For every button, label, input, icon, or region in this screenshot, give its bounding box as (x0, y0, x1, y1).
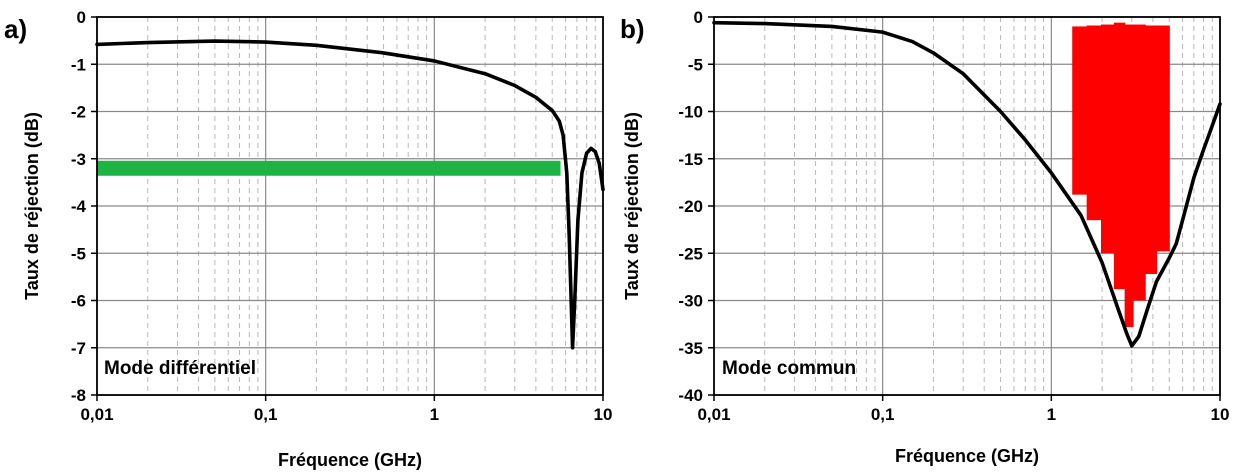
chart-a-annotation: Mode différentiel (104, 358, 256, 379)
x-tick-label: 1 (1047, 405, 1056, 424)
x-tick-label: 0,01 (80, 405, 113, 424)
x-tick-label: 0,1 (254, 405, 278, 424)
x-tick-label: 0,01 (697, 405, 730, 424)
chart-a-x-axis-label: Fréquence (GHz) (278, 450, 422, 470)
x-tick-label: 0,1 (871, 405, 895, 424)
chart-a-y-ticks: 0 -1 -2 -3 -4 -5 -6 -7 -8 (71, 8, 97, 405)
y-tick-label: -10 (678, 103, 703, 122)
chart-b-y-axis-label: Taux de réjection (dB) (622, 112, 642, 300)
x-tick-label: 10 (594, 405, 613, 424)
chart-a-x-ticks: 0,01 0,1 1 10 (80, 395, 612, 424)
y-tick-label: -40 (678, 386, 703, 405)
chart-b-series (712, 20, 1222, 348)
y-tick-label: -15 (678, 150, 703, 169)
y-tick-label: -6 (71, 292, 86, 311)
y-tick-label: -1 (71, 55, 86, 74)
mask-bar (1086, 25, 1102, 221)
chart-a: 0,01 0,1 1 10 0 -1 -2 -3 -4 -5 -6 -7 -8 a) Fréquenc… (4, 8, 612, 470)
chart-b-panel-label: b) (620, 14, 645, 44)
y-tick-label: -2 (71, 103, 86, 122)
x-tick-label: 10 (1211, 405, 1230, 424)
y-tick-label: -35 (678, 339, 703, 358)
y-tick-label: -3 (71, 150, 86, 169)
mask-bar (1072, 26, 1088, 195)
mask-bar (1145, 25, 1158, 275)
mask-bar (1101, 24, 1115, 254)
chart-b-mask (1072, 22, 1170, 327)
y-tick-label: -7 (71, 339, 86, 358)
chart-a-panel-label: a) (4, 14, 27, 44)
y-tick-label: -5 (71, 244, 86, 263)
mask-bar (1156, 25, 1170, 252)
x-tick-label: 1 (430, 405, 439, 424)
chart-b-y-ticks: 0 -5 -10 -15 -20 -25 -30 -35 -40 (678, 8, 714, 405)
y-tick-label: -4 (71, 197, 87, 216)
series-line (712, 20, 1222, 348)
mask-bar (1124, 24, 1134, 327)
y-tick-label: -8 (71, 386, 86, 405)
y-tick-label: 0 (694, 8, 703, 27)
mask-bar (1113, 22, 1126, 290)
series-line (95, 39, 605, 350)
chart-b: 0,01 0,1 1 10 0 -5 -10 -15 -20 -25 -30 -35 -40 b) F… (620, 8, 1229, 466)
y-tick-label: -30 (678, 292, 703, 311)
y-tick-label: -20 (678, 197, 703, 216)
chart-a-series (95, 39, 605, 350)
y-tick-label: -5 (688, 55, 703, 74)
y-tick-label: -25 (678, 244, 703, 263)
mask-bar (1133, 24, 1146, 301)
chart-b-x-ticks: 0,01 0,1 1 10 (697, 395, 1229, 424)
y-tick-label: 0 (77, 8, 86, 27)
chart-b-x-axis-label: Fréquence (GHz) (895, 446, 1039, 466)
chart-b-annotation: Mode commun (722, 358, 856, 379)
chart-a-grid (96, 16, 604, 396)
chart-a-y-axis-label: Taux de réjection (dB) (22, 112, 42, 300)
